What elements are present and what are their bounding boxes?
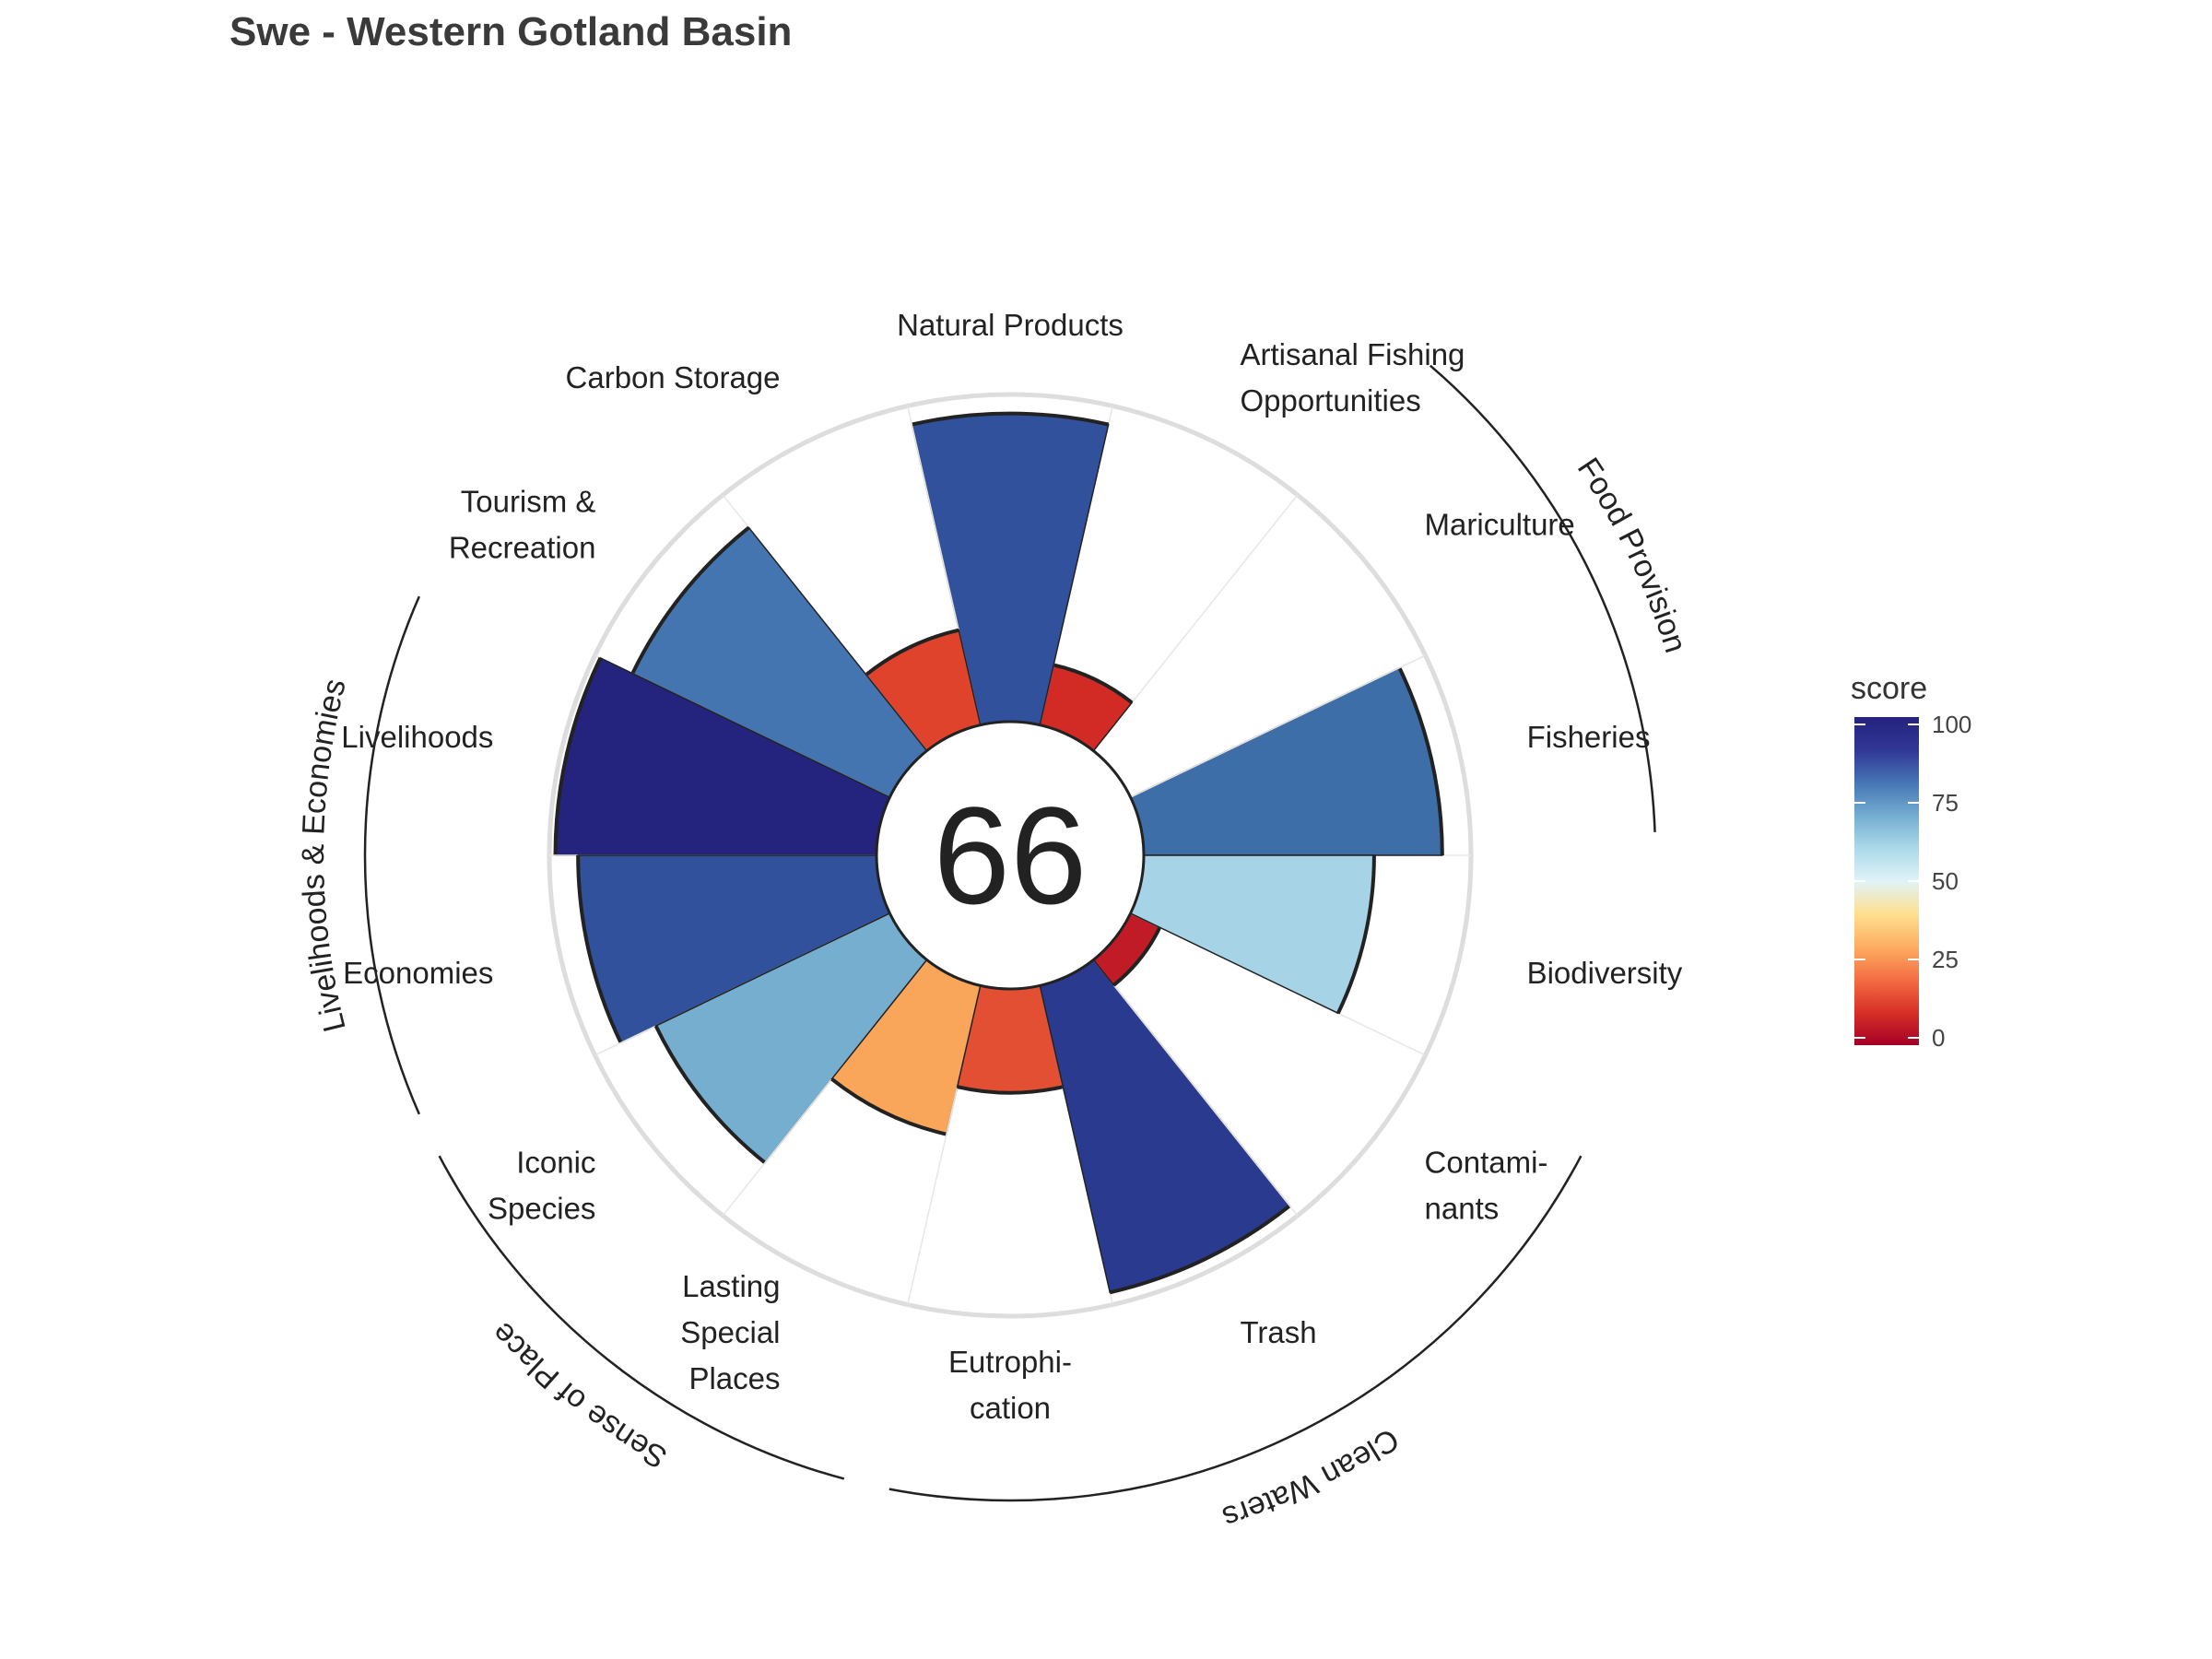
goal-label-trash: Trash bbox=[1240, 1315, 1316, 1349]
petal-edge-natural-products bbox=[911, 411, 1110, 427]
petal-divider bbox=[1130, 654, 1426, 798]
petal-layer: 66 bbox=[547, 392, 1474, 1319]
petal-edge-eutrophi-cation bbox=[957, 1085, 1064, 1095]
petal-edge-tourism-recreation bbox=[630, 525, 750, 675]
petal-edge-lasting-special-places bbox=[830, 1077, 947, 1136]
petal-divider bbox=[1092, 959, 1299, 1217]
petal-biodiversity bbox=[1129, 854, 1375, 1015]
goal-label-lasting-special-places: Lasting Special Places bbox=[680, 1269, 780, 1395]
goal-label-iconic-species: Iconic Species bbox=[488, 1146, 595, 1226]
petal-fisheries bbox=[1129, 666, 1443, 856]
center-circle bbox=[875, 720, 1146, 991]
goal-label-economies: Economies bbox=[343, 956, 493, 990]
center-score: 66 bbox=[934, 778, 1088, 933]
goal-label-mariculture: Mariculture bbox=[1425, 507, 1575, 541]
petal-edge-livelihoods bbox=[553, 657, 603, 856]
goal-label-carbon-storage: Carbon Storage bbox=[566, 360, 781, 394]
petal-edge-contami-nants bbox=[1112, 926, 1162, 987]
petal-edge-artisanal-fishing-opportunities bbox=[1053, 663, 1134, 704]
legend-tick-label: 0 bbox=[1932, 1024, 1945, 1052]
petal-edge-biodiversity bbox=[1336, 854, 1376, 1015]
petal-edge-economies bbox=[576, 854, 623, 1044]
petal-edge-carbon-storage bbox=[865, 628, 959, 677]
goal-label-livelihoods: Livelihoods bbox=[341, 720, 493, 754]
petal-edge-fisheries bbox=[1397, 666, 1444, 856]
legend-title: score bbox=[1851, 671, 1927, 706]
supra-arc-clean-waters bbox=[888, 1155, 1583, 1502]
petal-trash bbox=[1039, 959, 1291, 1294]
legend-tick-label: 75 bbox=[1932, 789, 1959, 817]
goal-label-tourism-recreation: Tourism & Recreation bbox=[449, 484, 596, 564]
supra-arc-food-provision bbox=[1429, 364, 1656, 832]
supra-label-clean-waters: Clean Waters bbox=[1218, 1421, 1406, 1535]
legend-tick-label: 100 bbox=[1932, 711, 1971, 738]
goal-label-fisheries: Fisheries bbox=[1527, 720, 1651, 754]
petal-edge-iconic-species bbox=[653, 1025, 767, 1165]
supra-arc-sense-of-place bbox=[438, 1155, 845, 1480]
goal-label-biodiversity: Biodiversity bbox=[1527, 956, 1683, 990]
supra-label-food-provision: Food Provision bbox=[1571, 452, 1693, 657]
goal-label-artisanal-fishing-opportunities: Artisanal Fishing Opportunities bbox=[1240, 337, 1465, 418]
legend-tick-label: 50 bbox=[1932, 867, 1959, 895]
supra-arc-livelihoods-economies bbox=[363, 595, 420, 1115]
chart-title: Swe - Western Gotland Basin bbox=[229, 9, 793, 54]
petal-edge-trash bbox=[1109, 1204, 1291, 1295]
goal-label-eutrophi-cation: Eutrophi-cation bbox=[948, 1345, 1072, 1425]
goal-label-natural-products: Natural Products bbox=[897, 308, 1124, 342]
goal-label-contami-nants: Contami-nants bbox=[1425, 1146, 1548, 1226]
legend-tick-label: 25 bbox=[1932, 946, 1959, 973]
supra-label-sense-of-place: Sense of Place bbox=[485, 1315, 673, 1475]
